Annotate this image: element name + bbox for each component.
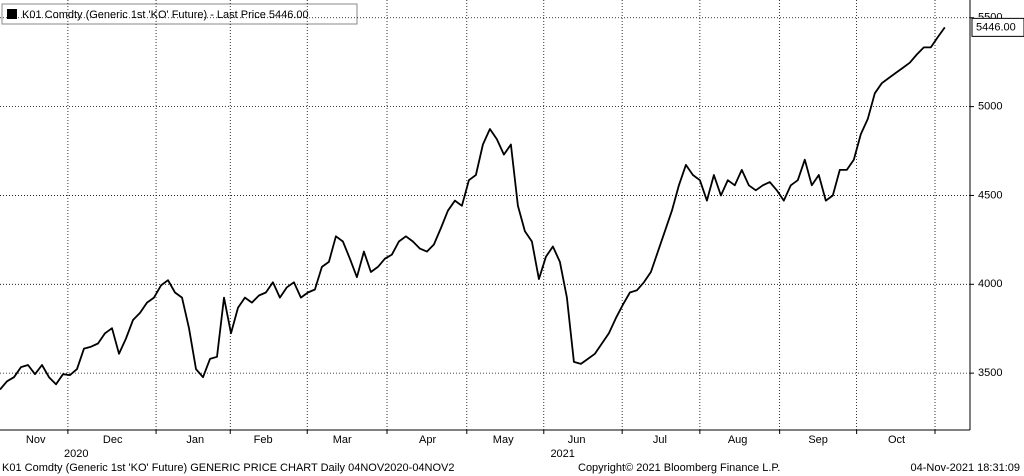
x-tick-label: Apr (419, 434, 436, 446)
legend-swatch (7, 9, 17, 19)
footer-copyright: Copyright© 2021 Bloomberg Finance L.P. (578, 462, 780, 474)
last-price-box (971, 17, 1024, 37)
year-label: 2021 (550, 448, 574, 460)
y-tick-label: 4000 (978, 278, 1002, 290)
year-label: 2020 (64, 448, 88, 460)
last-price-label: 5446.00 (976, 21, 1016, 33)
x-tick-label: May (493, 434, 514, 446)
x-tick-label: Sep (808, 434, 828, 446)
price-line (0, 26, 946, 391)
footer-timestamp: 04-Nov-2021 18:31:09 (911, 462, 1020, 474)
x-tick-label: Jun (568, 434, 586, 446)
chart-title: K01 Comdty (Generic 1st 'KO' Future) - L… (22, 9, 309, 21)
y-tick-label: 3500 (978, 367, 1002, 379)
footer-description: K01 Comdty (Generic 1st 'KO' Future) GEN… (2, 462, 455, 474)
x-tick-label: Aug (728, 434, 748, 446)
x-tick-label: Dec (103, 434, 123, 446)
x-tick-label: Oct (888, 434, 905, 446)
y-tick-label: 4500 (978, 189, 1002, 201)
x-tick-label: Nov (26, 434, 46, 446)
y-tick-label: 5000 (978, 101, 1002, 113)
x-tick-label: Jul (653, 434, 667, 446)
x-tick-label: Feb (254, 434, 273, 446)
x-tick-label: Jan (186, 434, 204, 446)
legend-box (1, 3, 358, 25)
x-tick-label: Mar (333, 434, 352, 446)
